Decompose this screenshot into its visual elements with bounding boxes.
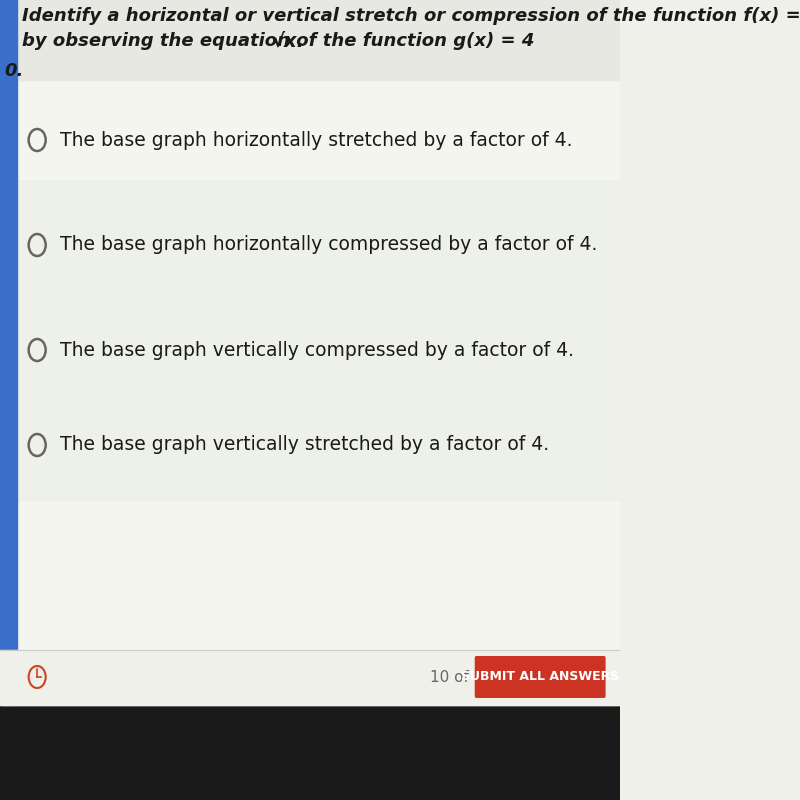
Text: √x.: √x. bbox=[271, 32, 304, 51]
FancyBboxPatch shape bbox=[474, 656, 606, 698]
Text: 10 of 10: 10 of 10 bbox=[430, 670, 493, 685]
Bar bbox=[0, 650, 619, 705]
Text: Identify a horizontal or vertical stretch or compression of the function f(x) =: Identify a horizontal or vertical stretc… bbox=[22, 7, 800, 25]
Text: by observing the equation of the function g(x) = 4: by observing the equation of the functio… bbox=[22, 32, 534, 50]
Text: 0.: 0. bbox=[4, 62, 23, 80]
Text: The base graph vertically stretched by a factor of 4.: The base graph vertically stretched by a… bbox=[61, 435, 550, 454]
Text: The base graph horizontally stretched by a factor of 4.: The base graph horizontally stretched by… bbox=[61, 130, 573, 150]
Bar bbox=[0, 700, 619, 800]
Bar bbox=[0, 0, 17, 705]
Text: The base graph horizontally compressed by a factor of 4.: The base graph horizontally compressed b… bbox=[61, 235, 598, 254]
Bar bbox=[0, 180, 619, 500]
Text: SUBMIT ALL ANSWERS: SUBMIT ALL ANSWERS bbox=[462, 670, 620, 683]
Bar bbox=[0, 0, 619, 705]
Text: The base graph vertically compressed by a factor of 4.: The base graph vertically compressed by … bbox=[61, 341, 574, 359]
Bar bbox=[0, 0, 619, 80]
